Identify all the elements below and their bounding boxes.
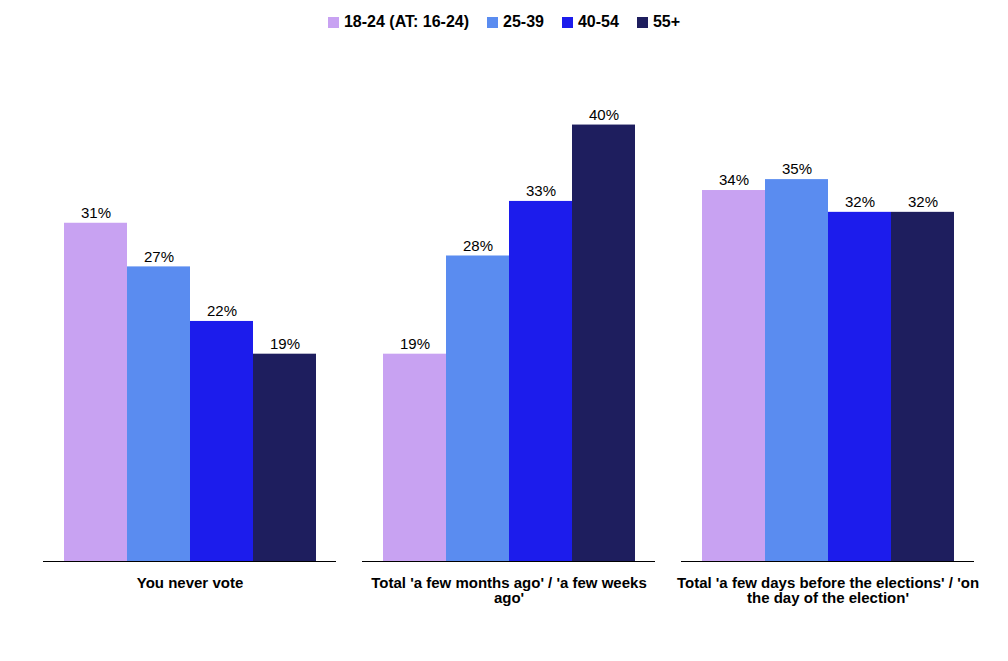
svg-text:33%: 33% <box>526 182 556 199</box>
svg-text:Total 'a few months ago' / 'a: Total 'a few months ago' / 'a few weeksa… <box>371 574 647 606</box>
html-text:40-54: 40-54 <box>578 13 619 30</box>
html-text:25-39: 25-39 <box>503 13 544 30</box>
svg-text:19%: 19% <box>400 335 430 352</box>
svg-text:28%: 28% <box>463 237 493 254</box>
svg-text:32%: 32% <box>845 193 875 210</box>
svg-text:Total 'a few days before the e: Total 'a few days before the elections' … <box>677 574 979 606</box>
svg-text:35%: 35% <box>782 160 812 177</box>
html-text:18-24 (AT: 16-24): 18-24 (AT: 16-24) <box>344 13 469 30</box>
svg-text:You never vote: You never vote <box>137 574 243 591</box>
svg-text:31%: 31% <box>81 204 111 221</box>
svg-text:27%: 27% <box>144 248 174 265</box>
svg-text:19%: 19% <box>270 335 300 352</box>
svg-text:34%: 34% <box>719 171 749 188</box>
svg-text:22%: 22% <box>207 302 237 319</box>
svg-text:40%: 40% <box>589 106 619 123</box>
svg-text:32%: 32% <box>908 193 938 210</box>
html-text:55+: 55+ <box>652 13 680 30</box>
